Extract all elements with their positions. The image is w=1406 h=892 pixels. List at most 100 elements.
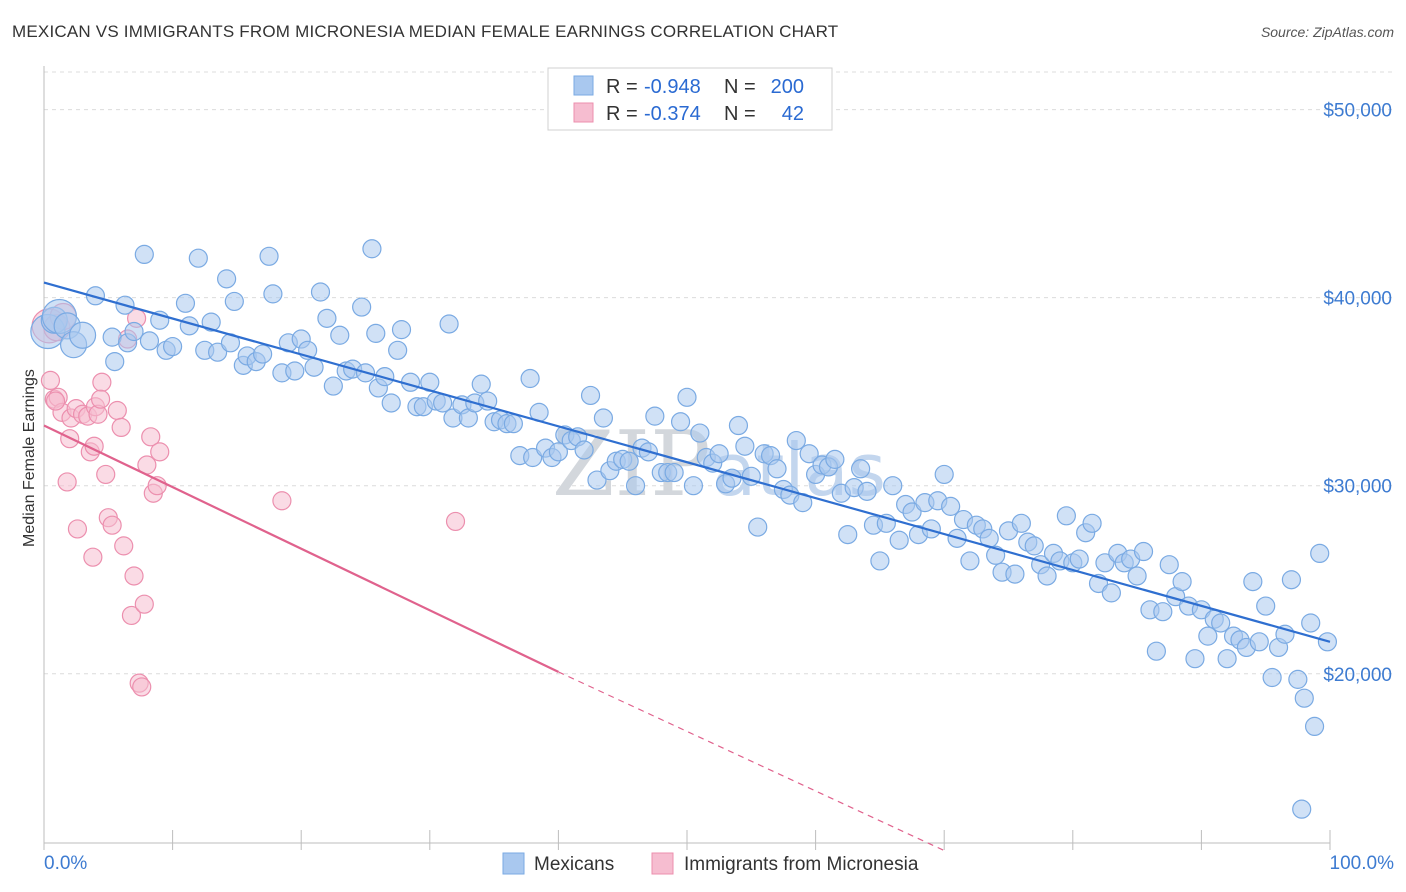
mexicans-point — [208, 342, 228, 362]
mexicans-point — [253, 344, 273, 364]
series-mexicans-points — [30, 239, 1338, 819]
mexicans-point — [1198, 626, 1218, 646]
legend-swatch-micronesia — [573, 102, 594, 123]
micronesia-point — [92, 372, 112, 392]
mexicans-point — [134, 244, 154, 265]
micronesia-point — [45, 391, 66, 411]
trendline-micronesia — [43, 424, 559, 673]
mexicans-point — [263, 284, 283, 304]
mexicans-point — [310, 282, 331, 302]
micronesia-point — [90, 389, 111, 409]
mexicans-point — [1153, 602, 1173, 622]
micronesia-point — [102, 515, 122, 535]
mexicans-point — [439, 314, 459, 334]
mexicans-point — [709, 444, 729, 464]
legend-swatch-mexicans — [573, 75, 594, 96]
micronesia-point — [40, 370, 61, 390]
micronesia-point — [107, 400, 127, 421]
mexicans-point — [1249, 632, 1269, 652]
mexicans-point — [1256, 596, 1276, 616]
mexicans-point — [375, 367, 395, 387]
micronesia-point — [114, 536, 134, 556]
y-tick-label: $40,000 — [1323, 289, 1392, 310]
mexicans-point — [735, 436, 755, 456]
mexicans-point — [1005, 564, 1025, 584]
mexicans-point — [902, 502, 922, 522]
mexicans-point — [851, 459, 871, 479]
mexicans-point — [1281, 570, 1302, 590]
mexicans-point — [1304, 716, 1325, 737]
mexicans-point — [838, 524, 858, 545]
mexicans-point — [574, 440, 594, 460]
y-tick-label: $20,000 — [1323, 665, 1392, 686]
stats-legend: R = -0.948 N = 200 R = -0.374 N = 42 — [547, 67, 833, 131]
mexicans-point — [645, 406, 665, 426]
mexicans-point — [593, 408, 614, 428]
mexicans-point — [1294, 688, 1314, 708]
mexicans-point — [1146, 641, 1166, 661]
micronesia-point — [111, 417, 131, 438]
micronesia-point — [83, 547, 103, 567]
trendline-mexicans — [43, 281, 1331, 643]
mexicans-point — [330, 325, 350, 345]
mexicans-point — [1217, 649, 1237, 669]
legend-n-value-mexicans: 200 — [771, 76, 804, 98]
y-tick-label: $30,000 — [1323, 477, 1392, 498]
axes — [43, 66, 1331, 850]
y-tick-label: $50,000 — [1323, 101, 1392, 122]
mexicans-point — [548, 442, 569, 462]
mexicans-point — [625, 476, 646, 496]
mexicans-point — [352, 297, 372, 317]
series-micronesia-points — [31, 302, 466, 697]
bottom-legend-swatch-mexicans — [502, 852, 525, 875]
mexicans-point — [664, 462, 684, 483]
mexicans-point — [889, 530, 909, 550]
micronesia-point — [67, 519, 88, 539]
micronesia-point — [124, 566, 144, 586]
mexicans-point — [188, 248, 208, 268]
mexicans-point — [317, 308, 337, 328]
mexicans-point — [683, 476, 704, 496]
y-tick-labels: $20,000 $30,000 $40,000 $50,000 — [1323, 101, 1392, 686]
mexicans-point — [391, 320, 412, 340]
bottom-legend-label-mexicans: Mexicans — [534, 854, 614, 875]
mexicans-point — [175, 293, 196, 313]
mexicans-point — [934, 464, 954, 485]
mexicans-point — [520, 368, 540, 389]
mexicans-point — [883, 476, 903, 496]
mexicans-point — [124, 321, 144, 342]
mexicans-point — [1262, 667, 1282, 688]
mexicans-point — [1101, 583, 1121, 603]
mexicans-point — [941, 496, 961, 516]
bottom-legend-label-micronesia: Immigrants from Micronesia — [684, 854, 919, 875]
legend-r-label-micronesia: R = — [606, 103, 638, 125]
micronesia-point — [57, 472, 77, 492]
legend-n-label-micronesia: N = — [724, 103, 756, 125]
mexicans-point — [1292, 799, 1312, 819]
mexicans-point — [767, 459, 787, 479]
mexicans-point — [619, 451, 639, 471]
legend-r-value-mexicans: -0.948 — [644, 76, 701, 98]
mexicans-point — [201, 312, 221, 332]
micronesia-point — [141, 427, 161, 447]
mexicans-point — [388, 340, 408, 360]
mexicans-point — [1082, 513, 1102, 533]
y-axis-title: Median Female Earnings — [21, 369, 38, 547]
micronesia-point — [445, 511, 466, 532]
bottom-legend-swatch-micronesia — [651, 852, 674, 875]
stats-legend-box — [547, 67, 833, 131]
series-legend: Mexicans Immigrants from Micronesia — [502, 852, 919, 875]
micronesia-point — [134, 594, 154, 614]
x-tick-label-min: 0.0% — [44, 853, 87, 874]
mexicans-point — [285, 361, 305, 381]
legend-r-value-micronesia: -0.374 — [644, 103, 701, 125]
chart-title: MEXICAN VS IMMIGRANTS FROM MICRONESIA ME… — [12, 22, 839, 41]
mexicans-point — [503, 414, 523, 434]
mexicans-point — [1056, 506, 1076, 526]
mexicans-point — [748, 517, 768, 537]
mexicans-point — [362, 239, 382, 259]
mexicans-point — [1172, 572, 1192, 592]
mexicans-point — [1288, 669, 1308, 689]
micronesia-point — [150, 442, 170, 462]
micronesia-point — [272, 491, 292, 511]
